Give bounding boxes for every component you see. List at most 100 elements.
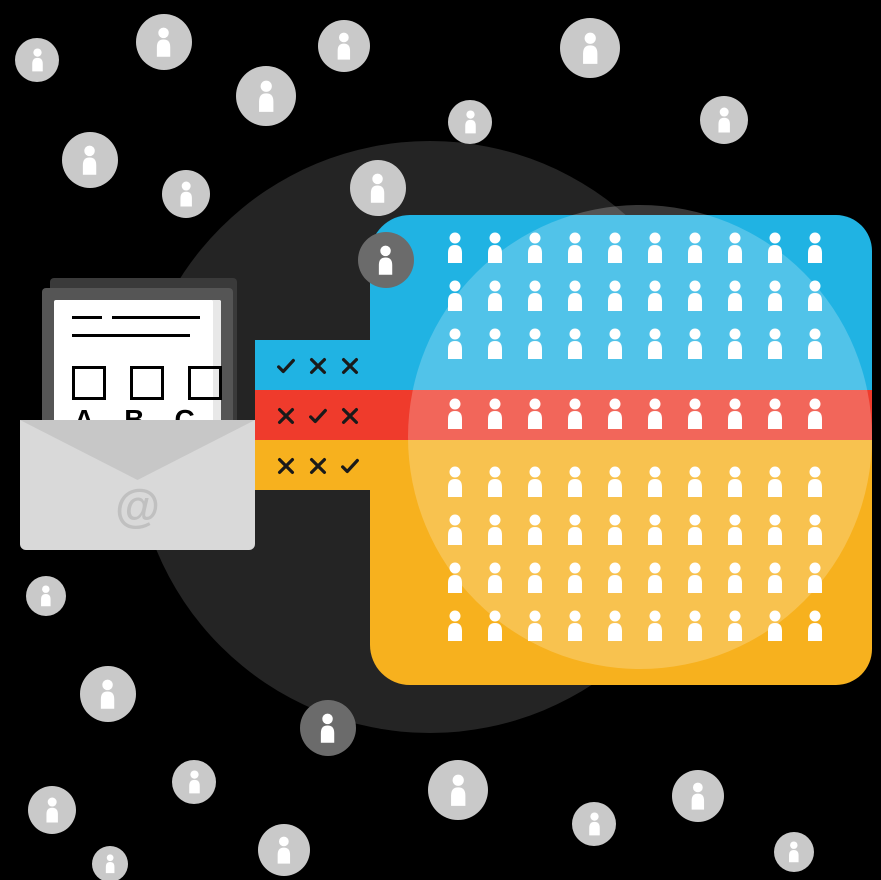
scatter-person-icon	[700, 96, 748, 144]
checkboxes	[72, 366, 222, 400]
envelope-body: @	[20, 420, 255, 550]
person-icon	[725, 514, 745, 546]
person-icon	[805, 562, 825, 594]
person-icon	[485, 610, 505, 642]
scatter-person-icon	[300, 700, 356, 756]
envelope: ABC@	[20, 270, 255, 550]
scatter-person-icon	[236, 66, 296, 126]
person-icon	[645, 466, 665, 498]
person-icon	[685, 514, 705, 546]
person-icon	[725, 562, 745, 594]
person-icon	[565, 466, 585, 498]
person-icon	[525, 398, 545, 430]
x-icon	[275, 403, 297, 434]
person-icon	[565, 514, 585, 546]
x-icon	[339, 403, 361, 434]
person-icon	[685, 280, 705, 312]
check-icon	[339, 453, 361, 484]
check-icon	[307, 403, 329, 434]
scatter-person-icon	[162, 170, 210, 218]
person-icon	[525, 466, 545, 498]
scatter-person-icon	[448, 100, 492, 144]
person-icon	[485, 398, 505, 430]
scatter-person-icon	[572, 802, 616, 846]
x-icon	[339, 353, 361, 384]
scatter-person-icon	[80, 666, 136, 722]
person-icon	[605, 466, 625, 498]
person-icon	[805, 232, 825, 264]
person-icon	[765, 232, 785, 264]
person-icon	[445, 398, 465, 430]
person-icon	[605, 514, 625, 546]
person-icon	[765, 610, 785, 642]
x-icon	[275, 453, 297, 484]
person-icon	[725, 232, 745, 264]
person-icon	[805, 610, 825, 642]
person-icon	[485, 328, 505, 360]
person-icon	[445, 280, 465, 312]
scatter-person-icon	[26, 576, 66, 616]
person-icon	[645, 398, 665, 430]
person-icon	[485, 514, 505, 546]
person-icon	[445, 610, 465, 642]
person-icon	[565, 232, 585, 264]
person-icon	[725, 466, 745, 498]
person-icon	[525, 280, 545, 312]
person-icon	[805, 466, 825, 498]
person-icon	[565, 280, 585, 312]
person-icon	[685, 610, 705, 642]
person-icon	[765, 466, 785, 498]
person-icon	[645, 610, 665, 642]
person-icon	[805, 398, 825, 430]
person-icon	[765, 328, 785, 360]
person-icon	[645, 280, 665, 312]
person-icon	[725, 328, 745, 360]
scatter-person-icon	[172, 760, 216, 804]
x-icon	[307, 453, 329, 484]
person-icon	[605, 562, 625, 594]
person-icon	[445, 562, 465, 594]
person-icon	[685, 562, 705, 594]
person-icon	[765, 514, 785, 546]
person-icon	[525, 610, 545, 642]
person-icon	[645, 562, 665, 594]
person-icon	[685, 232, 705, 264]
person-icon	[445, 232, 465, 264]
person-icon	[725, 398, 745, 430]
person-icon	[525, 232, 545, 264]
person-icon	[525, 514, 545, 546]
person-icon	[565, 610, 585, 642]
scatter-person-icon	[15, 38, 59, 82]
scatter-person-icon	[258, 824, 310, 876]
person-icon	[445, 328, 465, 360]
scatter-person-icon	[318, 20, 370, 72]
person-icon	[525, 328, 545, 360]
scatter-person-icon	[428, 760, 488, 820]
person-icon	[565, 562, 585, 594]
person-icon	[445, 514, 465, 546]
scatter-person-icon	[92, 846, 128, 880]
person-icon	[605, 398, 625, 430]
band-B-marks	[275, 403, 361, 434]
band-C-marks	[275, 453, 361, 484]
person-icon	[565, 328, 585, 360]
checkbox-C	[188, 366, 222, 400]
person-icon	[605, 328, 625, 360]
person-icon	[645, 514, 665, 546]
person-icon	[725, 280, 745, 312]
person-icon	[565, 398, 585, 430]
check-icon	[275, 353, 297, 384]
person-icon	[485, 562, 505, 594]
person-icon	[725, 610, 745, 642]
scatter-person-icon	[136, 14, 192, 70]
person-icon	[485, 280, 505, 312]
person-icon	[685, 398, 705, 430]
svg-text:@: @	[115, 479, 160, 531]
person-icon	[605, 610, 625, 642]
scatter-person-icon	[28, 786, 76, 834]
scatter-person-icon	[350, 160, 406, 216]
person-icon	[765, 280, 785, 312]
scatter-person-icon	[62, 132, 118, 188]
person-icon	[445, 466, 465, 498]
scatter-person-icon	[672, 770, 724, 822]
